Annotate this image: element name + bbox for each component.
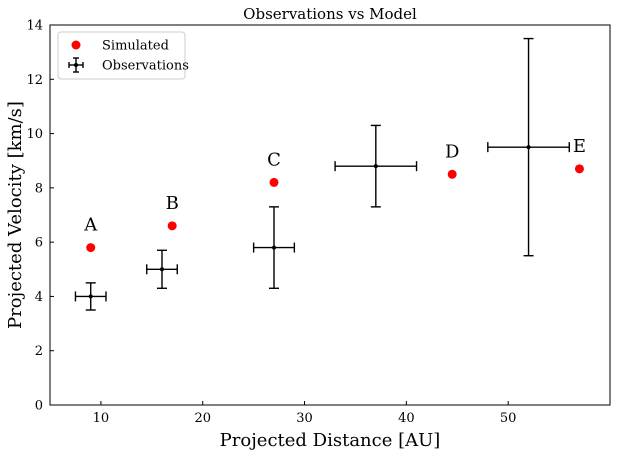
x-tick-label: 30 [296, 411, 313, 426]
observation-errorbar [252, 206, 296, 289]
point-label: D [445, 141, 459, 162]
x-tick-label: 40 [398, 411, 415, 426]
y-tick-label: 12 [26, 73, 43, 88]
observation-point [160, 267, 164, 272]
simulated-point [86, 243, 96, 253]
observation-errorbar [487, 37, 570, 257]
plot-marks: A B C D E [74, 37, 586, 311]
legend-simulated-marker [71, 40, 81, 50]
x-tick-label: 20 [194, 411, 211, 426]
simulated-point [269, 177, 279, 187]
x-tick-label: 50 [500, 411, 517, 426]
y-axis-label: Projected Velocity [km/s] [5, 101, 26, 329]
y-tick-label: 10 [26, 127, 43, 142]
point-label: A [83, 215, 98, 236]
chart-title: Observations vs Model [243, 5, 417, 23]
observation-point [88, 294, 93, 299]
y-tick-label: 6 [35, 236, 43, 251]
legend-box [57, 31, 186, 80]
legend-simulated-label: Simulated [102, 39, 169, 54]
legend-observation-marker [74, 63, 78, 67]
y-tick-label: 14 [26, 19, 43, 34]
point-label: C [267, 149, 281, 170]
observation-point [373, 164, 378, 169]
point-label: E [573, 136, 586, 157]
x-axis-label: Projected Distance [AU] [220, 430, 441, 451]
y-tick-label: 4 [35, 290, 43, 305]
y-tick-label: 2 [35, 344, 43, 359]
simulated-point [574, 164, 584, 174]
plot-area-frame [49, 24, 611, 406]
observation-errorbar [146, 249, 178, 289]
observation-errorbar [334, 124, 418, 208]
y-tick-label: 8 [35, 181, 43, 196]
observation-point [526, 145, 531, 150]
legend-observations-label: Observations [102, 59, 189, 74]
y-tick-label: 0 [35, 399, 43, 414]
axis-ticks: 10 20 30 40 50 0 2 4 6 8 10 12 14 [26, 19, 516, 427]
point-label: B [166, 193, 179, 214]
simulated-point [447, 169, 457, 179]
observation-errorbar [74, 282, 107, 311]
simulated-point [167, 221, 177, 231]
observation-point [272, 245, 276, 250]
x-tick-label: 10 [93, 411, 110, 426]
legend: Simulated Observations [57, 31, 189, 80]
